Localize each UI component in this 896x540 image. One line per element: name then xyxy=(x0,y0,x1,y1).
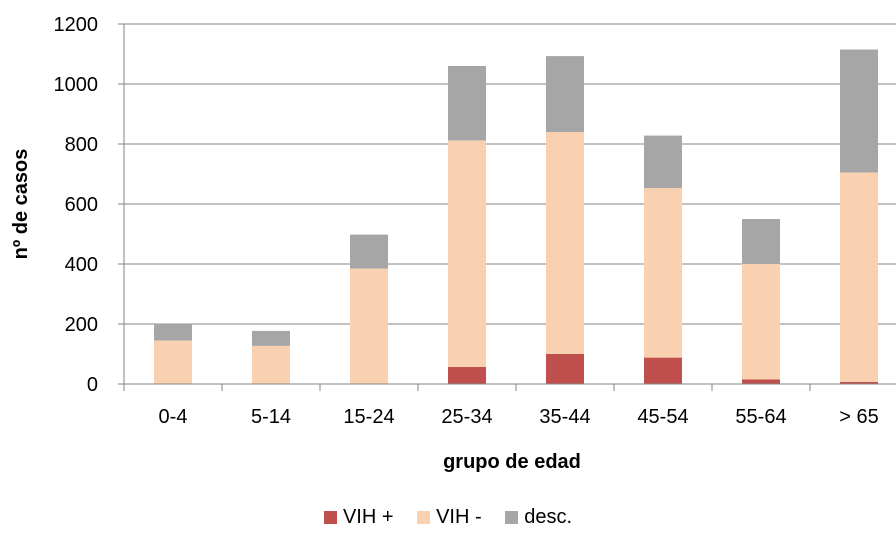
y-axis-title: nº de casos xyxy=(10,149,32,260)
x-tick-label: > 65 xyxy=(839,406,878,428)
y-tick-label: 1200 xyxy=(54,14,99,36)
bar-vih--5-14 xyxy=(252,345,290,384)
bar-vih--55-64 xyxy=(742,379,780,384)
y-tick-label: 200 xyxy=(65,314,98,336)
x-tick-label: 0-4 xyxy=(159,406,188,428)
y-tick-label: 0 xyxy=(87,374,98,396)
bar-vih--35-44 xyxy=(546,354,584,384)
bar-vih--45-54 xyxy=(644,188,682,358)
bar-vih--25-34 xyxy=(448,366,486,384)
x-tick-label: 35-44 xyxy=(539,406,590,428)
bar-vih--25-34 xyxy=(448,140,486,367)
bars xyxy=(154,49,878,384)
legend-swatch-vih-neg xyxy=(417,511,431,525)
y-tick-label: 1000 xyxy=(54,74,99,96)
y-tick-labels: 0 200 400 600 800 1000 1200 xyxy=(54,14,99,396)
bar-desc--55-64 xyxy=(742,219,780,264)
gridlines xyxy=(124,23,896,325)
bar-desc--45-54 xyxy=(644,135,682,189)
bar-desc--35-44 xyxy=(546,56,584,132)
legend-label-vih-neg: VIH - xyxy=(436,506,482,529)
y-tick-label: 400 xyxy=(65,254,98,276)
x-tick-labels: 0-4 5-14 15-24 25-34 35-44 45-54 55-64 > 65 xyxy=(159,406,879,428)
x-axis-title: grupo de edad xyxy=(443,451,581,473)
x-tick-label: 55-64 xyxy=(735,406,786,428)
bar-vih--55-64 xyxy=(742,264,780,380)
bar-vih--15-24 xyxy=(350,268,388,384)
bar-vih---65 xyxy=(840,172,878,382)
x-tick-label: 15-24 xyxy=(343,406,394,428)
bar-vih--0-4 xyxy=(154,340,192,384)
y-tick-label: 600 xyxy=(65,194,98,216)
bar-vih---65 xyxy=(840,381,878,384)
stacked-bar-chart: 0 200 400 600 800 1000 1200 0-4 5-14 15-24 25-34 3… xyxy=(10,14,896,473)
bar-desc--15-24 xyxy=(350,234,388,269)
bar-desc--5-14 xyxy=(252,330,290,346)
bar-desc--0-4 xyxy=(154,323,192,341)
x-tick-label: 5-14 xyxy=(251,406,291,428)
legend-swatch-desc xyxy=(505,511,519,525)
x-tick-label: 45-54 xyxy=(637,406,688,428)
x-tick-label: 25-34 xyxy=(441,406,492,428)
legend-label-desc: desc. xyxy=(524,506,573,529)
bar-desc--25-34 xyxy=(448,66,486,141)
axes xyxy=(118,23,896,391)
legend-item-vih-neg: VIH - xyxy=(417,506,482,529)
legend-label-vih-pos: VIH + xyxy=(342,506,394,529)
legend-item-vih-pos: VIH + xyxy=(323,506,394,529)
legend: VIH + VIH - desc. xyxy=(0,506,896,529)
y-tick-label: 800 xyxy=(65,134,98,156)
legend-item-desc: desc. xyxy=(505,506,572,529)
bar-vih--45-54 xyxy=(644,357,682,384)
bar-desc---65 xyxy=(840,49,878,173)
legend-swatch-vih-pos xyxy=(323,511,337,525)
bar-vih--35-44 xyxy=(546,132,584,354)
